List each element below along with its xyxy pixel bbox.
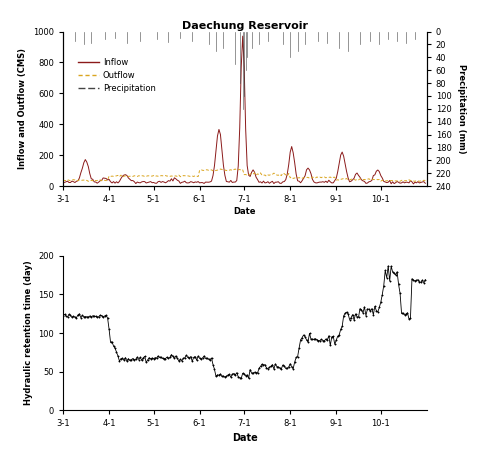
Y-axis label: Hydraulic retention time (day): Hydraulic retention time (day)	[24, 261, 32, 405]
X-axis label: Date: Date	[233, 207, 256, 216]
Y-axis label: Precipitation (mm): Precipitation (mm)	[455, 64, 465, 154]
Legend: Inflow, Outflow, Precipitation: Inflow, Outflow, Precipitation	[75, 54, 159, 97]
Title: Daechung Reservoir: Daechung Reservoir	[182, 21, 307, 31]
Y-axis label: Inflow and Outflow (CMS): Inflow and Outflow (CMS)	[18, 48, 28, 170]
X-axis label: Date: Date	[231, 433, 257, 442]
